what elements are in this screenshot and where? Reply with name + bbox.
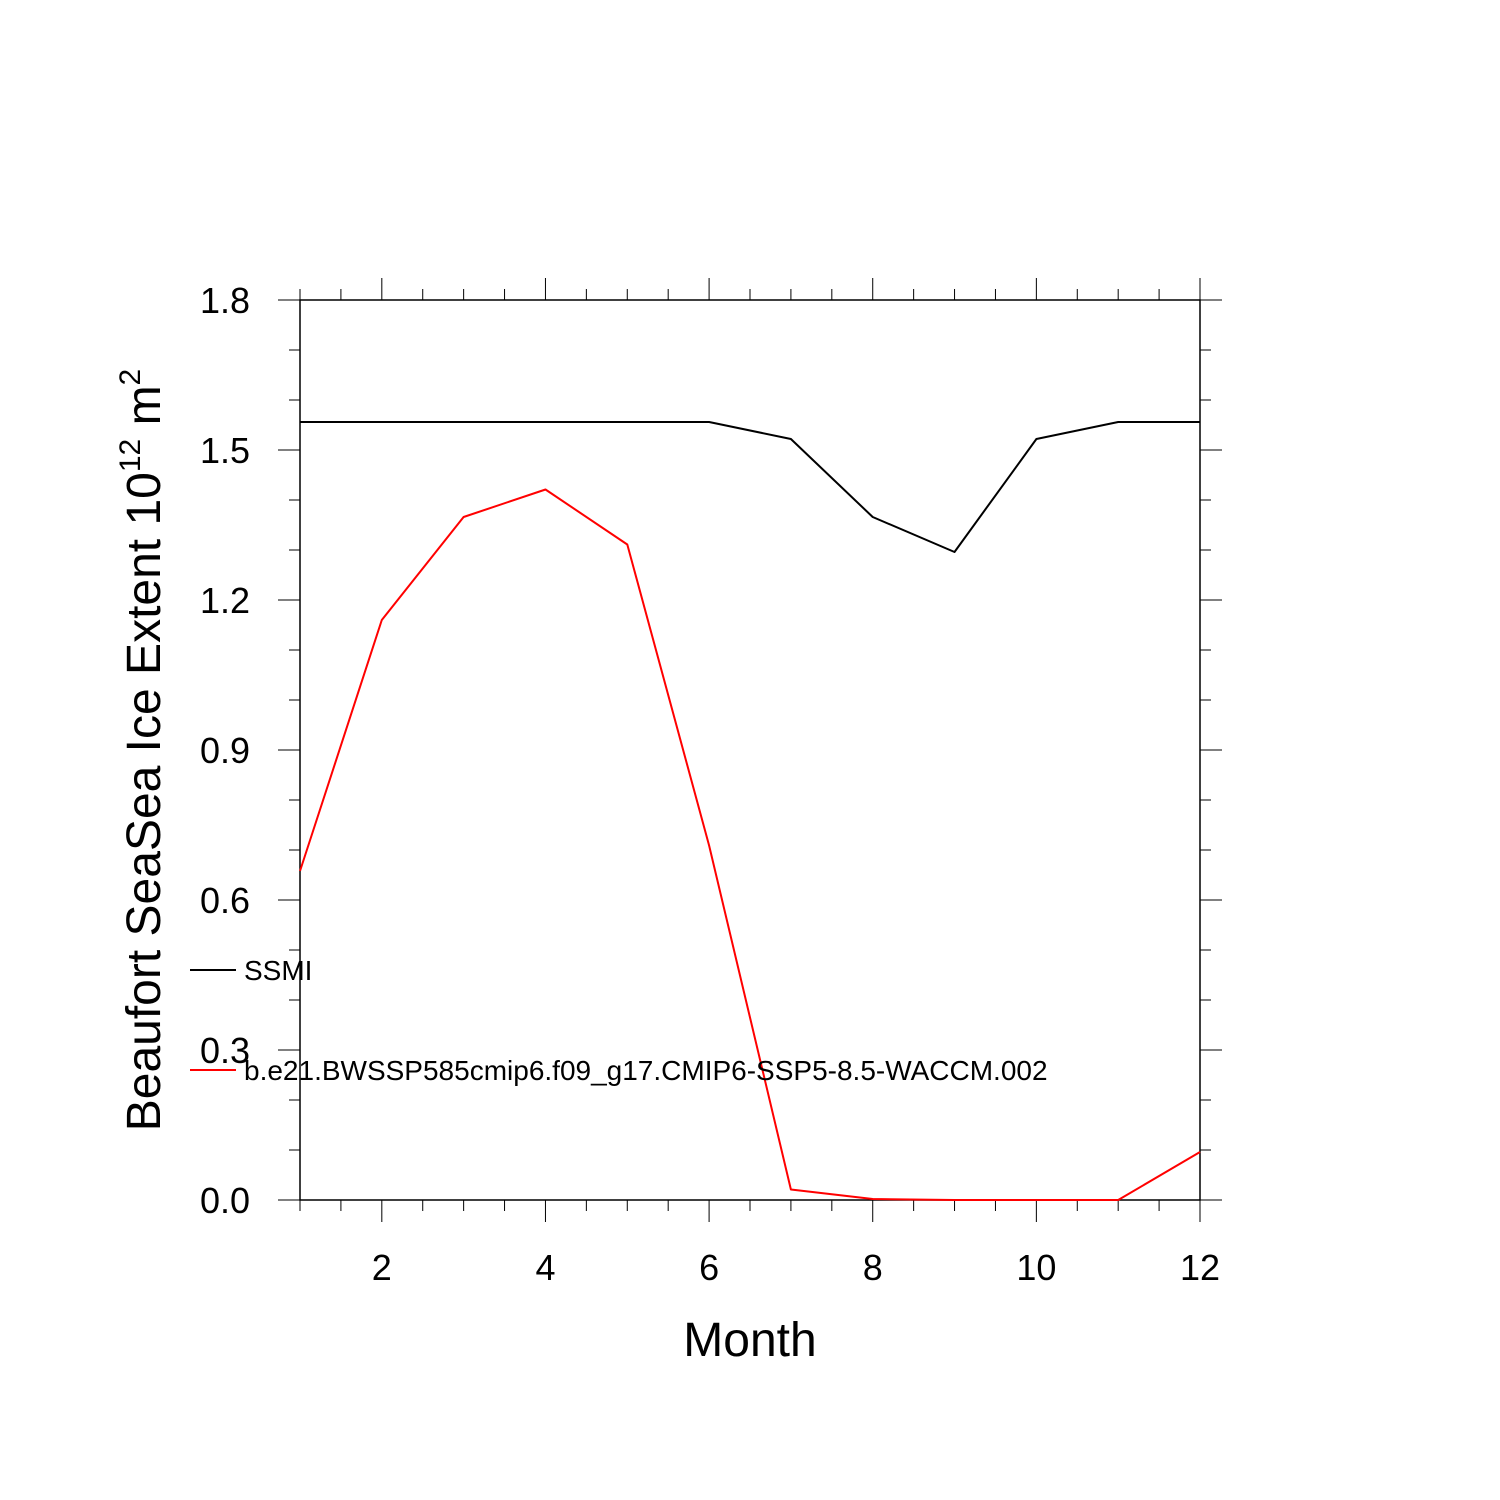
x-axis-title: Month xyxy=(683,1314,816,1367)
y-tick-label: 0.0 xyxy=(200,1180,250,1221)
y-tick-label: 0.3 xyxy=(200,1030,250,1071)
legend-label: SSMI xyxy=(244,955,312,986)
legend: SSMI b.e21.BWSSP585cmip6.f09_g17.CMIP6-SS… xyxy=(190,955,1048,1086)
y-tick-label: 1.2 xyxy=(200,580,250,621)
y-axis-title-main: Beaufort SeaSea Ice Extent 10 xyxy=(118,472,171,1131)
x-tick-label: 4 xyxy=(535,1247,555,1288)
y-axis-title-exponent: 12 xyxy=(114,439,147,472)
y-tick-label: 0.6 xyxy=(200,880,250,921)
y-tick-label: 1.5 xyxy=(200,430,250,471)
legend-label: b.e21.BWSSP585cmip6.f09_g17.CMIP6-SSP5-8… xyxy=(244,1055,1048,1086)
y-axis-title-unit: m xyxy=(118,385,171,438)
x-tick-label: 12 xyxy=(1180,1247,1220,1288)
x-tick-label: 2 xyxy=(372,1247,392,1288)
series-lines xyxy=(299,421,1201,1201)
y-axis-title-unit-exponent: 2 xyxy=(114,369,147,386)
x-tick-label: 8 xyxy=(863,1247,883,1288)
series-line-1 xyxy=(299,488,1201,1201)
x-tick-label: 6 xyxy=(699,1247,719,1288)
axis-ticks: 2 4 6 8 10 12 0.0 0.3 0.6 0.9 1.2 1.5 1.8 xyxy=(200,278,1222,1288)
x-tick-label: 10 xyxy=(1016,1247,1056,1288)
y-tick-label: 1.8 xyxy=(200,280,250,321)
series-line-0 xyxy=(300,421,1200,553)
y-tick-label: 0.9 xyxy=(200,730,250,771)
y-axis-title: Beaufort SeaSea Ice Extent 1012 m2 xyxy=(114,369,171,1132)
